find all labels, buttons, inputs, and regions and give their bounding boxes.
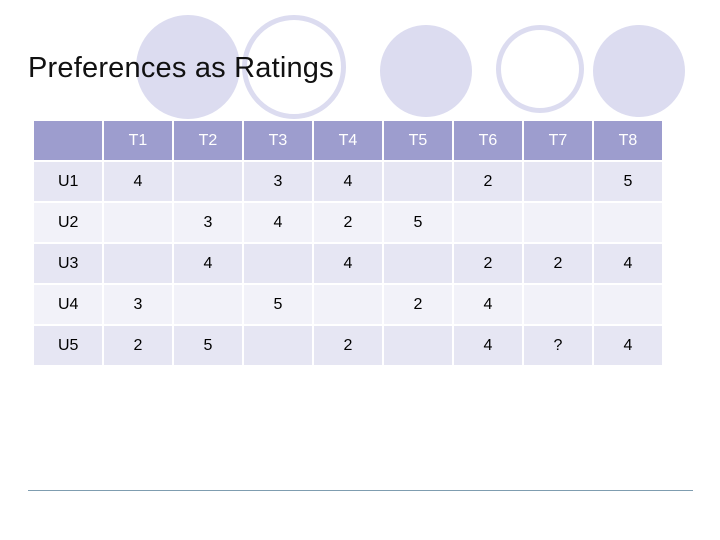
row-header: U4 — [34, 285, 102, 324]
rating-cell — [384, 326, 452, 365]
rating-cell: 5 — [244, 285, 312, 324]
rating-cell: 5 — [594, 162, 662, 201]
rating-cell: 2 — [454, 162, 522, 201]
rating-cell — [314, 285, 382, 324]
column-header: T8 — [594, 121, 662, 160]
column-header: T7 — [524, 121, 592, 160]
rating-cell — [384, 162, 452, 201]
table-row: U1 4 3 4 2 5 — [34, 162, 662, 201]
table-row: U3 4 4 2 2 4 — [34, 244, 662, 283]
rating-cell — [174, 162, 242, 201]
decorative-ring — [496, 25, 584, 113]
row-header: U3 — [34, 244, 102, 283]
column-header: T2 — [174, 121, 242, 160]
rating-cell: 3 — [244, 162, 312, 201]
column-header: T6 — [454, 121, 522, 160]
rating-cell: 4 — [244, 203, 312, 242]
rating-cell: 2 — [524, 244, 592, 283]
rating-cell: 4 — [314, 244, 382, 283]
rating-cell: 4 — [104, 162, 172, 201]
rating-cell: 4 — [454, 285, 522, 324]
table-row: U2 3 4 2 5 — [34, 203, 662, 242]
rating-cell: 2 — [454, 244, 522, 283]
rating-cell: 4 — [594, 244, 662, 283]
rating-cell — [104, 203, 172, 242]
rating-cell: ? — [524, 326, 592, 365]
header-row: T1 T2 T3 T4 T5 T6 T7 T8 — [34, 121, 662, 160]
rating-cell: 4 — [454, 326, 522, 365]
rating-cell — [174, 285, 242, 324]
rating-cell: 3 — [104, 285, 172, 324]
rating-cell — [594, 203, 662, 242]
table-row: U4 3 5 2 4 — [34, 285, 662, 324]
rating-cell — [524, 162, 592, 201]
rating-cell — [384, 244, 452, 283]
rating-cell: 5 — [174, 326, 242, 365]
rating-cell: 3 — [174, 203, 242, 242]
rating-cell: 2 — [384, 285, 452, 324]
rating-cell — [454, 203, 522, 242]
rating-cell: 2 — [314, 203, 382, 242]
decorative-circle — [593, 25, 685, 117]
rating-cell — [104, 244, 172, 283]
column-header: T4 — [314, 121, 382, 160]
decorative-circle — [380, 25, 472, 117]
row-header: U1 — [34, 162, 102, 201]
column-header: T3 — [244, 121, 312, 160]
rating-cell — [524, 203, 592, 242]
column-header: T1 — [104, 121, 172, 160]
corner-cell — [34, 121, 102, 160]
rating-cell — [244, 244, 312, 283]
rating-cell: 4 — [594, 326, 662, 365]
rating-cell: 4 — [174, 244, 242, 283]
slide-title: Preferences as Ratings — [28, 52, 334, 84]
ratings-table: T1 T2 T3 T4 T5 T6 T7 T8 U1 4 3 4 2 5 U2 … — [32, 119, 664, 367]
rating-cell: 5 — [384, 203, 452, 242]
rating-cell — [244, 326, 312, 365]
rating-cell: 4 — [314, 162, 382, 201]
footer-rule — [28, 490, 693, 491]
row-header: U2 — [34, 203, 102, 242]
table-row: U5 2 5 2 4 ? 4 — [34, 326, 662, 365]
rating-cell — [524, 285, 592, 324]
row-header: U5 — [34, 326, 102, 365]
decorative-circle — [136, 15, 240, 119]
rating-cell — [594, 285, 662, 324]
rating-cell: 2 — [104, 326, 172, 365]
decorative-ring — [242, 15, 346, 119]
column-header: T5 — [384, 121, 452, 160]
rating-cell: 2 — [314, 326, 382, 365]
